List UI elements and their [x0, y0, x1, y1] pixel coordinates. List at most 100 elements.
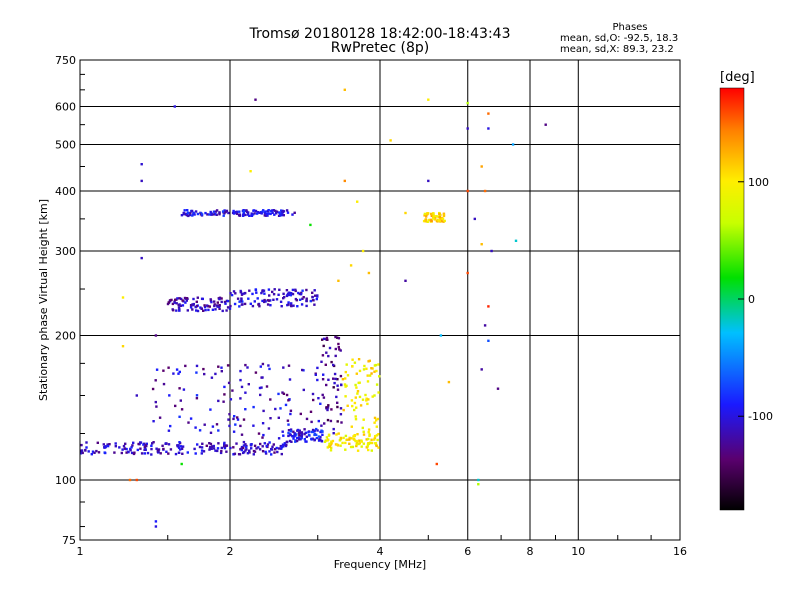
data-point [85, 441, 88, 444]
data-point [301, 289, 304, 292]
data-point [183, 209, 186, 212]
data-point [310, 420, 313, 424]
data-point [307, 434, 311, 437]
data-point [282, 214, 285, 217]
data-point [145, 442, 148, 445]
data-point [196, 212, 200, 216]
data-point [430, 212, 433, 216]
data-point [337, 279, 340, 282]
data-point [362, 418, 365, 421]
data-point [151, 387, 155, 391]
data-point [281, 210, 284, 214]
data-point [175, 368, 179, 371]
data-point [181, 452, 184, 455]
data-point [265, 212, 268, 216]
data-point [122, 444, 126, 448]
data-point [150, 447, 153, 451]
data-point [223, 385, 226, 389]
data-point [232, 290, 236, 293]
data-point [189, 304, 193, 307]
data-point [266, 214, 269, 217]
data-point [436, 218, 439, 222]
data-point [173, 105, 176, 108]
data-point [172, 372, 175, 375]
data-point [218, 297, 221, 301]
data-point [262, 409, 265, 413]
data-point [332, 427, 335, 431]
data-point [334, 377, 337, 381]
data-point [265, 445, 268, 448]
data-point [344, 395, 347, 398]
data-point [332, 377, 335, 380]
data-point [241, 303, 244, 306]
data-point [244, 449, 247, 452]
data-point [288, 293, 291, 296]
data-point [341, 378, 345, 381]
data-point [209, 210, 212, 214]
data-point [313, 429, 316, 432]
data-point [404, 211, 407, 215]
data-point [225, 450, 228, 453]
data-point [351, 445, 355, 449]
data-point [282, 366, 285, 369]
data-point [466, 271, 469, 275]
data-point [328, 445, 332, 448]
data-point [296, 436, 299, 440]
data-point [332, 432, 335, 435]
data-point [191, 214, 194, 217]
data-point [310, 437, 313, 441]
data-point [343, 88, 346, 91]
data-point [244, 213, 247, 217]
data-point [253, 300, 256, 303]
data-point [96, 441, 99, 444]
data-point [180, 297, 183, 301]
data-point [164, 442, 168, 445]
data-point [305, 304, 308, 308]
data-point [208, 448, 211, 451]
data-point [142, 443, 145, 446]
data-point [327, 378, 330, 381]
data-point [215, 423, 219, 426]
data-point [426, 220, 429, 223]
data-point [359, 404, 363, 407]
data-point [242, 451, 245, 455]
data-point [231, 389, 234, 392]
data-point [358, 381, 361, 384]
data-point [330, 446, 333, 449]
data-point [202, 450, 206, 453]
data-point [188, 213, 192, 217]
data-point [253, 444, 257, 447]
data-point [326, 406, 330, 409]
data-point [322, 344, 325, 348]
data-point [130, 446, 133, 449]
data-point [209, 431, 213, 434]
data-point [225, 209, 229, 213]
data-point [158, 416, 162, 419]
data-point [177, 444, 180, 447]
data-point [426, 212, 429, 215]
data-point [291, 435, 294, 438]
data-point [159, 452, 162, 455]
data-point [121, 296, 125, 299]
data-point [209, 299, 213, 302]
data-point [242, 440, 246, 444]
data-point [132, 452, 136, 456]
data-point [283, 442, 286, 445]
data-point [348, 442, 351, 445]
data-point [333, 381, 336, 385]
data-point [285, 440, 288, 444]
data-point [218, 304, 221, 307]
data-point [305, 288, 308, 292]
data-point [171, 302, 175, 306]
data-point [239, 291, 243, 294]
data-point [324, 363, 327, 366]
data-point [204, 211, 207, 215]
colorbar-tick-label: -100 [748, 410, 773, 423]
data-point [189, 211, 192, 215]
data-point [272, 298, 275, 301]
data-point [371, 395, 374, 398]
data-point [338, 348, 341, 351]
data-point [262, 289, 266, 292]
data-point [200, 449, 204, 452]
